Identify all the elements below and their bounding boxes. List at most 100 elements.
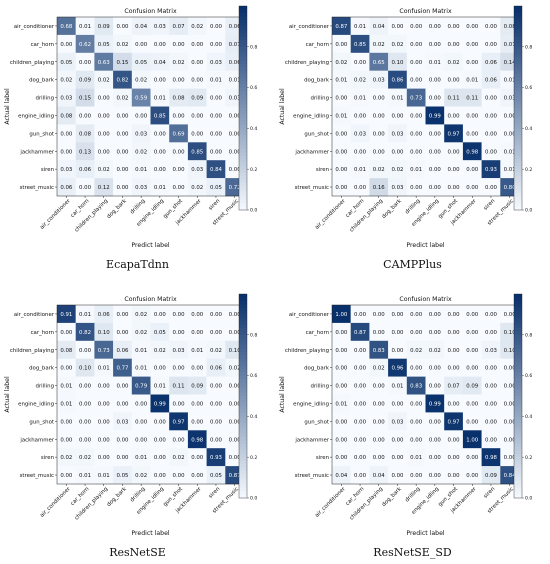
colorbar-segment (239, 172, 247, 177)
cell-value: 0.06 (60, 185, 73, 191)
matrix-cell (369, 124, 389, 143)
matrix-cell (75, 142, 95, 161)
colorbar-segment (514, 443, 522, 448)
colorbar-tick-label: 0.4 (250, 126, 257, 132)
cell-value: 0.63 (98, 60, 110, 66)
cell-value: 0.02 (79, 455, 91, 461)
matrix-cell (169, 358, 189, 377)
y-tick-label: children_playing (285, 348, 329, 354)
matrix-cell (131, 106, 151, 125)
cell-value: 0.00 (373, 419, 386, 425)
cell-value: 0.00 (391, 113, 404, 119)
colorbar-tick-label: 0.4 (250, 414, 257, 420)
cell-value: 0.72 (229, 185, 241, 191)
y-tick-label: jackhammer (19, 437, 54, 443)
cell-value: 0.00 (429, 312, 442, 318)
colorbar-tick-label: 0.8 (525, 44, 532, 50)
colorbar-segment (514, 50, 522, 55)
cell-value: 0.00 (466, 473, 479, 479)
cell-value: 0.00 (373, 437, 386, 443)
matrix-cell (94, 178, 114, 197)
y-tick-label: engine_idling (293, 113, 329, 119)
x-tick-label: siren (208, 198, 222, 212)
matrix-cell (206, 412, 226, 431)
matrix-cell (57, 358, 76, 377)
cell-value: 0.00 (154, 167, 167, 173)
cell-value: 0.00 (335, 42, 348, 48)
colorbar-segment (239, 297, 247, 302)
matrix-cell (369, 322, 389, 341)
colorbar-segment (514, 33, 522, 38)
cell-value: 0.06 (229, 24, 242, 30)
cell-value: 0.00 (354, 149, 367, 155)
cell-value: 0.00 (116, 455, 129, 461)
matrix-cell (332, 376, 351, 395)
matrix-cell (131, 340, 151, 359)
cell-value: 0.00 (485, 24, 498, 30)
matrix-cell (444, 160, 464, 179)
matrix-cell (57, 430, 76, 449)
matrix-cell (406, 34, 426, 53)
colorbar-segment (239, 53, 247, 58)
colorbar-tick-label: 0.2 (525, 167, 532, 173)
cell-value: 0.00 (210, 96, 223, 102)
matrix-cell (425, 305, 445, 324)
matrix-cell (332, 160, 351, 179)
colorbar-segment (239, 159, 247, 163)
matrix-cell (113, 376, 132, 395)
colorbar-segment (239, 196, 247, 201)
matrix-cell (462, 448, 482, 467)
cell-value: 0.03 (229, 96, 241, 102)
colorbar-segment (239, 108, 247, 112)
cell-value: 0.02 (154, 348, 166, 354)
colorbar-segment (239, 467, 247, 472)
matrix-cell (388, 376, 407, 395)
colorbar-segment (239, 351, 247, 356)
colorbar-segment (514, 385, 522, 390)
cell-value: 0.00 (191, 330, 204, 336)
colorbar-segment (239, 9, 247, 14)
matrix-cell (113, 466, 132, 485)
matrix-cell (94, 142, 114, 161)
cell-value: 0.09 (466, 384, 479, 390)
cell-value: 0.00 (429, 167, 442, 173)
matrix-cell (388, 88, 407, 107)
colorbar-segment (239, 206, 247, 211)
cell-value: 0.02 (429, 348, 441, 354)
y-tick-label: children_playing (285, 60, 329, 66)
colorbar-segment (239, 416, 247, 421)
cell-value: 0.03 (154, 24, 166, 30)
colorbar-segment (514, 179, 522, 184)
colorbar-segment (514, 46, 522, 51)
cell-value: 0.00 (210, 419, 223, 425)
cell-value: 0.00 (135, 113, 148, 119)
colorbar-segment (514, 172, 522, 177)
cell-value: 0.00 (210, 113, 223, 119)
matrix-cell (406, 466, 426, 485)
colorbar-segment (239, 36, 247, 41)
matrix-cell (169, 106, 189, 125)
cell-value: 0.09 (98, 24, 111, 30)
y-tick-label: dog_bark (304, 366, 330, 372)
cell-value: 0.03 (210, 60, 222, 66)
cell-value: 0.00 (448, 401, 461, 407)
cell-value: 0.00 (79, 348, 92, 354)
cell-value: 0.02 (173, 455, 185, 461)
colorbar-segment (239, 464, 247, 468)
colorbar-segment (239, 477, 247, 482)
cell-value: 0.79 (135, 384, 148, 390)
colorbar-segment (239, 419, 247, 424)
matrix-cell (406, 106, 426, 125)
cell-value: 0.00 (410, 113, 423, 119)
colorbar-segment (239, 77, 247, 82)
colorbar-segment (239, 84, 247, 89)
matrix-cell (94, 376, 114, 395)
matrix-cell (131, 466, 151, 485)
y-tick-label: street_music (295, 185, 329, 191)
colorbar-segment (514, 16, 522, 21)
matrix-cell (75, 376, 95, 395)
cell-value: 0.00 (448, 185, 461, 191)
colorbar-tick-label: 0.8 (250, 332, 257, 338)
